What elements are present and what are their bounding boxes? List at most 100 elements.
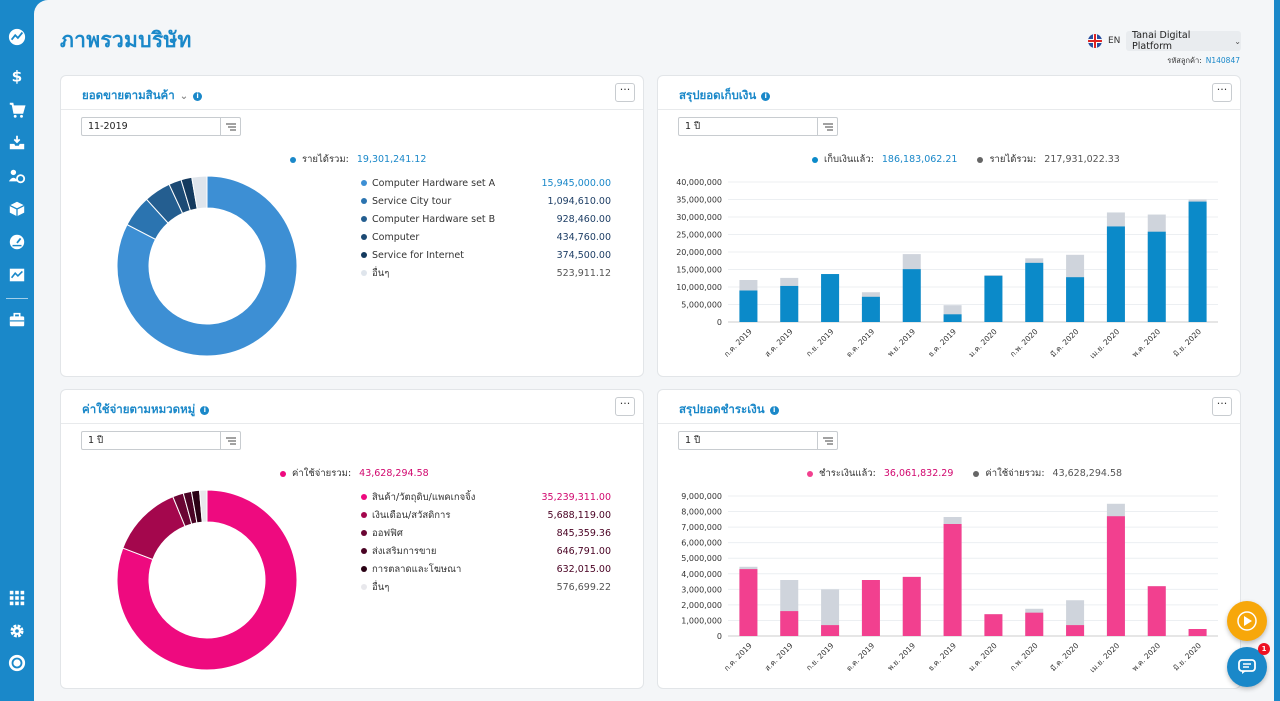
- x-tick-label: ม.ค. 2020: [967, 641, 999, 673]
- donut-slice-5[interactable]: [191, 175, 208, 210]
- bar-paid[interactable]: [943, 524, 962, 636]
- info-icon[interactable]: i: [193, 91, 203, 101]
- legend-dot: [361, 512, 367, 518]
- bar-paid[interactable]: [1025, 612, 1044, 636]
- legend-dot-paid: [807, 470, 813, 477]
- dashboard-icon[interactable]: [6, 26, 28, 48]
- gauge-icon[interactable]: [6, 231, 28, 253]
- box-icon[interactable]: [6, 198, 28, 220]
- people-icon[interactable]: [6, 165, 28, 187]
- bar-paid[interactable]: [1188, 201, 1207, 322]
- legend-item[interactable]: Service for Internet 374,500.00: [361, 248, 611, 262]
- bar-paid[interactable]: [780, 285, 799, 322]
- period-select[interactable]: 1 ปี: [81, 431, 241, 450]
- y-tick-label: 1,000,000: [681, 616, 722, 625]
- collection-title: สรุปยอดเก็บเงิน: [679, 88, 757, 102]
- bar-paid[interactable]: [1106, 516, 1125, 636]
- tutorial-play-button[interactable]: [1227, 601, 1267, 641]
- legend-item[interactable]: อื่นๆ 523,911.12: [361, 266, 611, 280]
- collection-bar-chart: 0 5,000,000 10,000,000 15,000,000 20,000,000…: [676, 178, 1218, 360]
- bar-paid[interactable]: [902, 576, 921, 636]
- bar-paid[interactable]: [1066, 625, 1085, 636]
- bar-paid[interactable]: [1188, 629, 1207, 636]
- legend-item[interactable]: เงินเดือน/สวัสดิการ 5,688,119.00: [361, 508, 611, 522]
- x-tick-label: ม.ค. 2020: [967, 327, 999, 359]
- info-icon[interactable]: i: [761, 91, 771, 101]
- inbox-icon[interactable]: [6, 132, 28, 154]
- period-select[interactable]: 11-2019: [81, 117, 241, 136]
- calendar-list-icon[interactable]: [220, 118, 240, 135]
- bar-paid[interactable]: [821, 274, 840, 322]
- language-switch[interactable]: EN: [1088, 34, 1120, 48]
- donut-slice-1[interactable]: [122, 496, 186, 561]
- legend-value: 15,945,000.00: [541, 177, 611, 189]
- legend-item[interactable]: สินค้า/วัตถุดิบ/แพคเกจจิ้ง 35,239,311.00: [361, 490, 611, 504]
- legend-dot: [361, 548, 367, 554]
- card-title[interactable]: ยอดขายตามสินค้า ⌄ i: [82, 87, 203, 105]
- donut-slice-0[interactable]: [116, 175, 298, 357]
- more-options-button[interactable]: ···: [615, 83, 635, 102]
- bar-paid[interactable]: [943, 314, 962, 322]
- donut-slice-5[interactable]: [198, 489, 208, 523]
- y-tick-label: 6,000,000: [681, 539, 722, 548]
- more-options-button[interactable]: ···: [615, 397, 635, 416]
- legend-item[interactable]: การตลาดและโฆษณา 632,015.00: [361, 562, 611, 576]
- calendar-list-icon[interactable]: [817, 118, 837, 135]
- x-tick-label: ส.ค. 2019: [763, 641, 795, 673]
- legend-item[interactable]: ส่งเสริมการขาย 646,791.00: [361, 544, 611, 558]
- legend-item[interactable]: Service City tour 1,094,610.00: [361, 194, 611, 208]
- chat-notification-badge: 1: [1258, 643, 1270, 655]
- info-icon[interactable]: i: [200, 405, 210, 415]
- legend-dot: [361, 270, 367, 276]
- calendar-list-icon[interactable]: [220, 432, 240, 449]
- info-icon[interactable]: i: [769, 405, 779, 415]
- gear-icon[interactable]: [6, 620, 28, 642]
- legend-value: 632,015.00: [556, 563, 611, 575]
- cart-icon[interactable]: [6, 99, 28, 121]
- bar-paid[interactable]: [861, 296, 880, 322]
- briefcase-icon[interactable]: [6, 309, 28, 331]
- bar-paid[interactable]: [984, 614, 1003, 636]
- total-label: รายได้รวม:: [302, 154, 349, 165]
- bar-paid[interactable]: [902, 269, 921, 322]
- chevron-down-icon[interactable]: ⌄: [179, 90, 189, 102]
- x-tick-label: มี.ค. 2020: [1048, 641, 1080, 673]
- bar-paid[interactable]: [821, 625, 840, 636]
- dollar-icon[interactable]: $: [6, 65, 28, 87]
- legend-item[interactable]: อื่นๆ 576,699.22: [361, 580, 611, 594]
- sales-legend: Computer Hardware set A 15,945,000.00 Serv…: [361, 176, 611, 286]
- bar-paid[interactable]: [1147, 231, 1166, 322]
- bar-paid[interactable]: [780, 611, 799, 636]
- expense-label: ค่าใช้จ่ายรวม:: [985, 468, 1045, 479]
- bar-paid[interactable]: [1106, 226, 1125, 322]
- bar-paid[interactable]: [739, 569, 758, 636]
- revenue-label: รายได้รวม:: [989, 154, 1037, 165]
- legend-item[interactable]: ออฟฟิศ 845,359.36: [361, 526, 611, 540]
- bar-total[interactable]: [821, 589, 840, 636]
- calendar-list-icon[interactable]: [817, 432, 837, 449]
- profile-icon[interactable]: [6, 652, 28, 674]
- bar-paid[interactable]: [1147, 586, 1166, 636]
- bar-paid[interactable]: [739, 290, 758, 323]
- paid-value: 36,061,832.29: [883, 468, 954, 479]
- bar-paid[interactable]: [1066, 277, 1085, 322]
- company-select[interactable]: Tanai Digital Platform ⌄: [1126, 30, 1241, 52]
- more-options-button[interactable]: ···: [1212, 397, 1232, 416]
- legend-item[interactable]: Computer Hardware set A 15,945,000.00: [361, 176, 611, 190]
- apps-icon[interactable]: [6, 587, 28, 609]
- period-select[interactable]: 1 ปี: [678, 117, 838, 136]
- legend-dot: [361, 252, 367, 258]
- period-value: 1 ปี: [685, 435, 701, 446]
- bar-paid[interactable]: [1025, 262, 1044, 322]
- chart-icon[interactable]: [6, 264, 28, 286]
- bar-paid[interactable]: [984, 275, 1003, 322]
- bar-paid[interactable]: [861, 580, 880, 636]
- legend-item[interactable]: Computer Hardware set B 928,460.00: [361, 212, 611, 226]
- legend-item[interactable]: Computer 434,760.00: [361, 230, 611, 244]
- more-options-button[interactable]: ···: [1212, 83, 1232, 102]
- period-select[interactable]: 1 ปี: [678, 431, 838, 450]
- legend-dot-collected: [812, 156, 818, 163]
- legend-label: Service for Internet: [372, 249, 464, 261]
- legend-value: 845,359.36: [556, 527, 611, 539]
- donut-slice-0[interactable]: [116, 489, 298, 671]
